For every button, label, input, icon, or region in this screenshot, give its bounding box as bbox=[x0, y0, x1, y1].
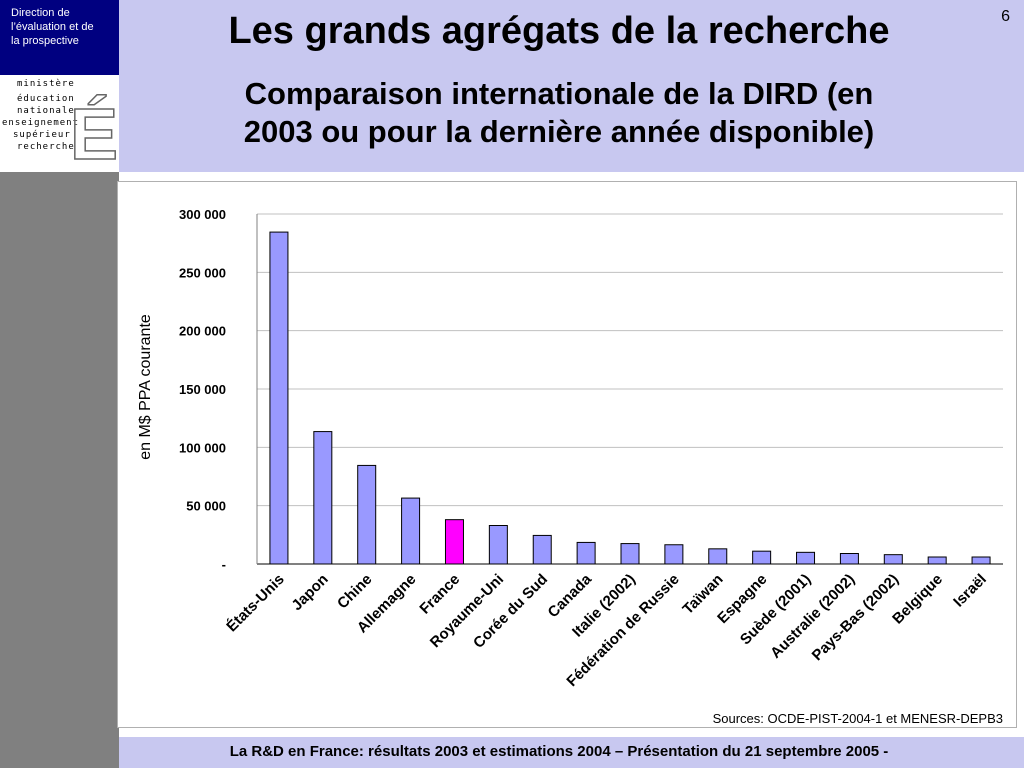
slide-subtitle: Comparaison internationale de la DIRD (e… bbox=[119, 75, 999, 151]
y-tick-label: 300 000 bbox=[179, 207, 226, 222]
y-axis-label: en M$ PPA courante bbox=[137, 314, 154, 460]
bar bbox=[401, 497, 421, 565]
x-tick-label: Chine bbox=[334, 571, 375, 612]
slide-footer: La R&D en France: résultats 2003 et esti… bbox=[119, 737, 1024, 768]
x-tick-labels: États-Unis Japon ChineAllemagneFranceRoyau… bbox=[223, 570, 990, 690]
bar bbox=[839, 553, 859, 565]
bar bbox=[357, 464, 377, 565]
logo-line-6: recherche bbox=[17, 142, 75, 152]
x-tick-label: États-Unis bbox=[223, 571, 287, 635]
subtitle-line-2: 2003 ou pour la dernière année disponibl… bbox=[243, 114, 875, 149]
bar bbox=[883, 554, 903, 565]
direction-line-3: la prospective bbox=[11, 35, 79, 47]
y-tick-label: - bbox=[222, 557, 226, 572]
direction-label: Direction de l’évaluation et de la prosp… bbox=[0, 0, 119, 75]
bars bbox=[269, 231, 991, 565]
bar bbox=[313, 431, 333, 565]
footer-text: La R&D en France: résultats 2003 et esti… bbox=[229, 743, 889, 760]
logo-line-5: supérieur bbox=[13, 130, 71, 140]
bar bbox=[444, 519, 464, 565]
logo-line-4: enseignement bbox=[2, 118, 80, 128]
direction-line-1: Direction de bbox=[11, 7, 70, 19]
slide-header: Les grands agrégats de la recherche Comp… bbox=[119, 0, 1024, 172]
y-tick-label: 150 000 bbox=[179, 382, 226, 397]
y-tick-labels: - 50 000 100 000 150 000 200 000 250 000 300 0… bbox=[179, 207, 226, 572]
bar bbox=[269, 231, 289, 565]
x-tick-label: Israël bbox=[950, 571, 990, 611]
logo-line-1: ministère bbox=[17, 79, 75, 89]
bar-chart: - 50 000 100 000 150 000 200 000 250 000 300 0… bbox=[137, 207, 1003, 726]
bar bbox=[664, 544, 684, 565]
bar bbox=[796, 551, 816, 565]
y-tick-label: 250 000 bbox=[179, 265, 226, 280]
logo-line-2: éducation bbox=[17, 94, 75, 104]
ministry-logo: ministère éducation nationale enseigneme… bbox=[0, 75, 119, 172]
source-note: Sources: OCDE-PIST-2004-1 et MENESR-DEPB… bbox=[713, 711, 1003, 726]
direction-line-2: l’évaluation et de bbox=[11, 21, 94, 33]
bar bbox=[488, 525, 508, 565]
bar bbox=[971, 556, 991, 565]
logo-line-3: nationale bbox=[17, 106, 75, 116]
logo-letter: É bbox=[70, 95, 116, 167]
y-tick-label: 100 000 bbox=[179, 440, 226, 455]
page-number: 6 bbox=[1001, 8, 1010, 25]
bar bbox=[752, 550, 772, 565]
bar bbox=[927, 556, 947, 565]
y-tick-label: 200 000 bbox=[179, 324, 226, 339]
slide-title: Les grands agrégats de la recherche bbox=[228, 10, 890, 52]
chart-frame: - 50 000 100 000 150 000 200 000 250 000 300 0… bbox=[117, 181, 1017, 728]
subtitle-line-1: Comparaison internationale de la DIRD (e… bbox=[244, 76, 874, 111]
bar bbox=[576, 541, 596, 565]
marianne-e-icon: É bbox=[69, 94, 116, 167]
x-tick-label: Japon bbox=[288, 571, 331, 614]
bar bbox=[532, 534, 552, 565]
bar bbox=[620, 543, 640, 565]
bar bbox=[708, 548, 728, 565]
y-tick-label: 50 000 bbox=[186, 499, 226, 514]
